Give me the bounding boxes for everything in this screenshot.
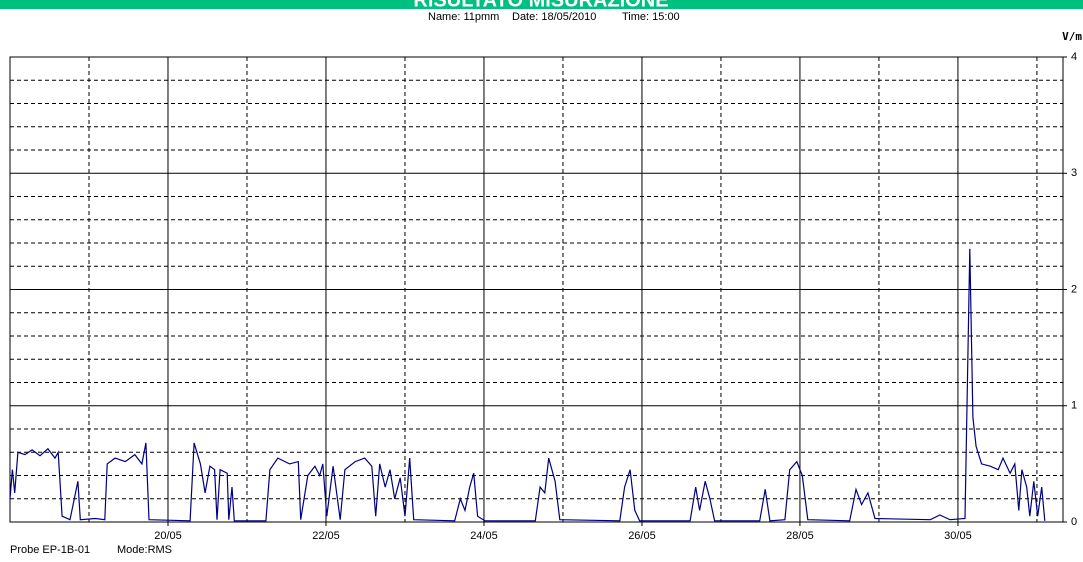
info-date: Date: 18/05/2010 [512,11,596,23]
x-tick-label: 22/05 [312,530,340,542]
plot-frame [9,56,1064,523]
info-time: Time: 15:00 [622,11,680,23]
y-tick-label: 3 [1071,167,1077,179]
y-tick-label: 1 [1071,400,1077,412]
footer-probe: Probe EP-1B-01 [10,544,90,556]
data-line [9,248,1046,522]
chart-title: RISULTATO MISURAZIONE [413,0,668,11]
y-tick-label: 0 [1071,516,1077,528]
title-bar [0,0,1083,9]
x-tick-label: 30/05 [944,530,972,542]
x-tick-label: 20/05 [154,530,182,542]
y-axis-label: V/m [1062,30,1082,43]
x-tick-label: 26/05 [628,530,656,542]
y-tick-label: 2 [1071,283,1077,295]
info-name: Name: 11pmm [428,11,499,23]
x-tick-label: 28/05 [786,530,814,542]
footer-mode: Mode:RMS [117,544,172,556]
x-tick-label: 24/05 [470,530,498,542]
y-tick-label: 4 [1071,51,1077,63]
